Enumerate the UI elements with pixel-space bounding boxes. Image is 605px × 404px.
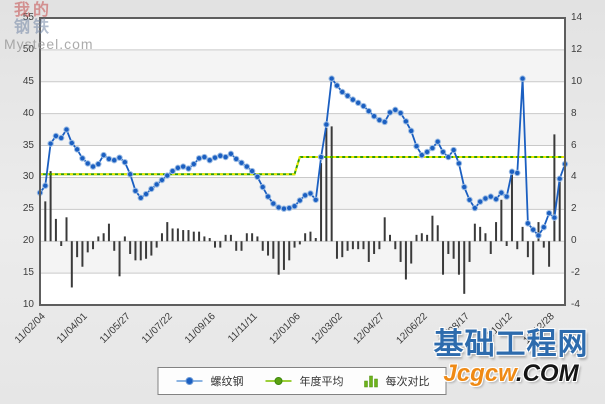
left-axis-tick: 10 — [22, 299, 34, 310]
left-axis-tick: 55 — [22, 12, 34, 23]
left-axis-tick: 35 — [22, 139, 34, 151]
legend-item-annual-average: 年度平均 — [264, 373, 344, 389]
blue-line-dot-icon — [176, 377, 203, 385]
left-axis-tick: 45 — [22, 75, 34, 87]
left-axis-tick: 15 — [22, 267, 34, 279]
right-axis-tick: 2 — [571, 203, 577, 215]
right-axis-tick: 4 — [571, 171, 577, 183]
green-line-dot-icon — [265, 377, 292, 385]
legend-label-comparison: 每次对比 — [385, 376, 430, 388]
right-axis-tick: -4 — [571, 299, 580, 310]
left-axis-tick: 50 — [22, 43, 34, 55]
right-axis-tick: 10 — [571, 75, 583, 87]
right-axis-tick: -2 — [571, 267, 580, 279]
left-axis-tick: 25 — [22, 203, 34, 215]
legend-item-rebar: 螺纹钢 — [175, 373, 244, 389]
left-axis-tick: 40 — [22, 107, 34, 119]
right-axis-tick: 6 — [571, 139, 577, 151]
right-axis-tick: 0 — [571, 235, 577, 247]
right-axis-tick: 12 — [571, 43, 583, 55]
left-axis-tick: 30 — [22, 171, 34, 183]
right-axis-tick: 14 — [571, 12, 583, 23]
legend-label-rebar: 螺纹钢 — [210, 376, 244, 388]
green-bars-icon — [364, 375, 378, 388]
right-axis-tick: 8 — [571, 107, 577, 119]
chart-legend: 螺纹钢 年度平均 每次对比 — [157, 367, 447, 395]
legend-label-annual-average: 年度平均 — [299, 376, 344, 388]
left-axis-tick: 20 — [22, 235, 34, 247]
legend-item-comparison: 每次对比 — [364, 373, 430, 389]
